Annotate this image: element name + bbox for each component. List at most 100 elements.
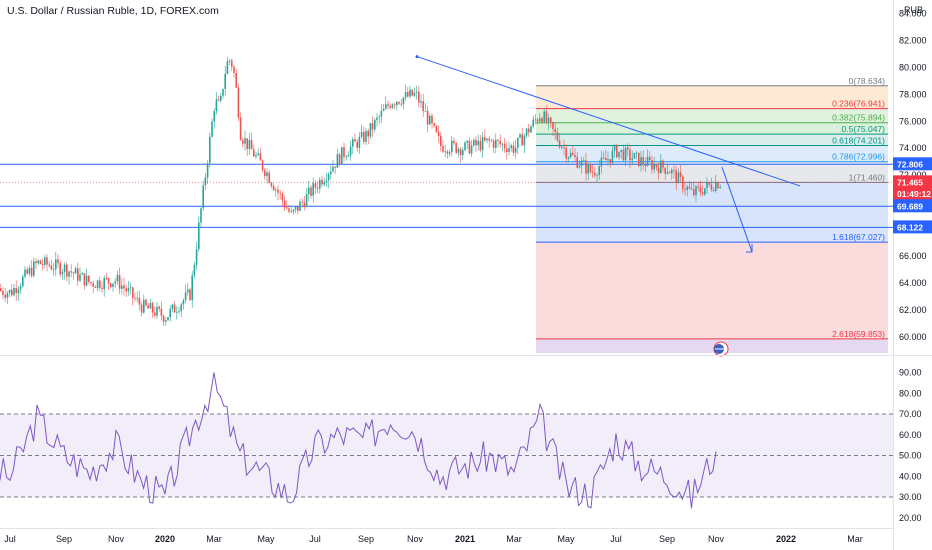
candle-body bbox=[268, 172, 270, 183]
candle-body bbox=[237, 87, 240, 118]
candle-body bbox=[198, 222, 200, 250]
candle-body bbox=[22, 276, 24, 287]
candle-body bbox=[620, 149, 622, 152]
candle-body bbox=[671, 169, 673, 174]
candle-body bbox=[490, 140, 493, 142]
candle-body bbox=[246, 138, 248, 149]
candle-body bbox=[24, 269, 26, 277]
candle-body bbox=[369, 123, 372, 137]
candle-body bbox=[382, 108, 385, 111]
candle-body bbox=[574, 154, 576, 157]
candle-body bbox=[510, 145, 512, 149]
candle-body bbox=[204, 177, 207, 186]
fibonacci-retracement[interactable]: 0(78.634) 0.236(76.941) 0.382(75.894)0.5(7… bbox=[536, 76, 888, 353]
candle-body bbox=[305, 194, 308, 207]
candle-body bbox=[686, 186, 688, 190]
candle-body bbox=[321, 179, 323, 185]
candle-body bbox=[46, 257, 48, 265]
candle-body bbox=[563, 146, 565, 148]
candle-body bbox=[411, 89, 413, 96]
fib-zone bbox=[536, 134, 888, 146]
candle-body bbox=[380, 110, 383, 117]
candle-body bbox=[281, 193, 284, 201]
candle-body bbox=[96, 280, 99, 288]
forecast-arrowhead bbox=[746, 243, 753, 253]
fib-level-label: 0(78.634) bbox=[849, 76, 886, 86]
forecast-arrow[interactable] bbox=[721, 166, 753, 253]
candle-body bbox=[160, 308, 163, 316]
horizontal-levels[interactable] bbox=[0, 163, 893, 228]
candle-body bbox=[30, 267, 33, 276]
candle-body bbox=[319, 179, 321, 189]
candle-body bbox=[576, 156, 578, 168]
candle-body bbox=[178, 311, 180, 313]
candle-body bbox=[112, 283, 114, 288]
candle-body bbox=[534, 119, 537, 121]
candle-body bbox=[356, 141, 358, 148]
candle-body bbox=[11, 289, 13, 296]
candle-body bbox=[442, 145, 444, 152]
candle-body bbox=[613, 145, 616, 151]
candle-body bbox=[594, 172, 596, 176]
time-tick-label: May bbox=[257, 534, 275, 544]
trendline-handle[interactable] bbox=[415, 55, 419, 59]
candle-body bbox=[477, 140, 479, 146]
time-tick-label: Mar bbox=[847, 534, 863, 544]
candle-body bbox=[213, 111, 215, 122]
candle-body bbox=[118, 274, 121, 289]
candle-body bbox=[101, 287, 103, 290]
candle-body bbox=[83, 273, 86, 286]
price-tick-label: 74.000 bbox=[899, 143, 927, 153]
candle-body bbox=[589, 164, 592, 172]
candle-body bbox=[99, 280, 101, 288]
candle-body bbox=[266, 172, 268, 177]
price-label-box bbox=[893, 220, 932, 234]
candle-body bbox=[292, 209, 295, 212]
candle-body bbox=[338, 154, 341, 165]
candle-body bbox=[622, 149, 625, 161]
candle-body bbox=[715, 182, 717, 192]
price-tick-label: 62.000 bbox=[899, 305, 927, 315]
candle-body bbox=[675, 170, 677, 184]
candle-body bbox=[462, 150, 464, 156]
candle-body bbox=[719, 186, 721, 189]
candle-body bbox=[312, 183, 314, 196]
candle-body bbox=[72, 272, 75, 274]
candle-body bbox=[556, 132, 559, 141]
fib-level-label: 0.382(75.894) bbox=[832, 113, 885, 123]
candle-body bbox=[455, 143, 457, 153]
candle-body bbox=[52, 269, 55, 271]
candle-body bbox=[418, 91, 420, 103]
candle-body bbox=[371, 123, 374, 130]
candle-body bbox=[506, 148, 508, 152]
candle-body bbox=[481, 137, 484, 151]
candle-body bbox=[409, 89, 411, 97]
candle-body bbox=[376, 117, 378, 120]
candle-body bbox=[567, 157, 570, 159]
candle-body bbox=[2, 291, 4, 295]
candle-body bbox=[206, 163, 209, 178]
time-tick-label: Jul bbox=[4, 534, 16, 544]
candle-body bbox=[629, 149, 631, 161]
candle-body bbox=[308, 187, 310, 195]
drawings[interactable] bbox=[415, 55, 801, 357]
time-tick-label: 2022 bbox=[776, 534, 796, 544]
candle-body bbox=[147, 305, 149, 309]
candle-body bbox=[270, 182, 273, 186]
candle-body bbox=[541, 118, 543, 122]
candle-body bbox=[143, 299, 145, 313]
trendline[interactable] bbox=[416, 56, 801, 187]
candle-body bbox=[398, 101, 400, 104]
candle-body bbox=[444, 151, 446, 153]
candle-body bbox=[349, 146, 352, 156]
candle-body bbox=[162, 315, 165, 322]
candle-body bbox=[156, 306, 158, 316]
candle-body bbox=[316, 187, 319, 189]
time-tick-label: Mar bbox=[506, 534, 522, 544]
candle-body bbox=[35, 261, 37, 264]
candle-body bbox=[92, 283, 94, 287]
fib-level-label: 0.618(74.201) bbox=[832, 135, 885, 145]
fib-zone-extension bbox=[536, 338, 888, 353]
time-tick-label: 2020 bbox=[155, 534, 175, 544]
